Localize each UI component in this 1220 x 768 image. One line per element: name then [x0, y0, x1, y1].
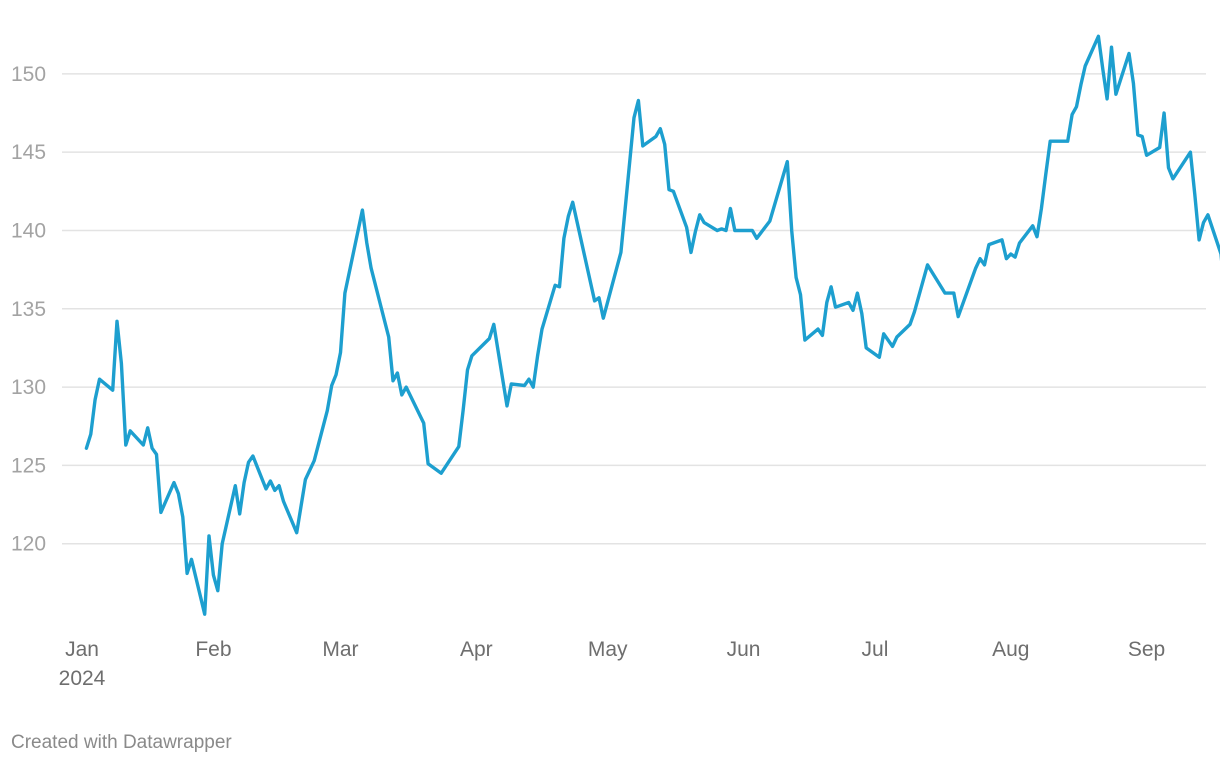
x-tick-label-jun: Jun [727, 638, 761, 661]
x-tick-label-jul: Jul [862, 638, 889, 661]
x-tick-label-aug: Aug [992, 638, 1029, 661]
series-layer [84, 34, 1220, 616]
y-tick-label-135: 135 [11, 298, 46, 321]
series-line-0 [84, 34, 1220, 616]
footer-credit: Created with Datawrapper [11, 732, 232, 753]
x-tick-label-sep: Sep [1128, 638, 1165, 661]
y-tick-label-130: 130 [11, 376, 46, 399]
y-axis-tick-labels: 120 125 130 135 140 145 150 [11, 63, 46, 556]
x-tick-label-mar: Mar [322, 638, 358, 661]
y-tick-label-125: 125 [11, 454, 46, 477]
x-tick-sublabel-year: 2024 [59, 667, 106, 690]
y-tick-label-120: 120 [11, 533, 46, 556]
gridlines [62, 73, 1206, 545]
line-chart: 120 125 130 135 140 145 150 Jan 2024 Feb Mar Apr Ma… [11, 34, 1220, 690]
y-tick-label-150: 150 [11, 63, 46, 86]
x-tick-label-may: May [588, 638, 628, 661]
x-tick-label-apr: Apr [460, 638, 493, 661]
x-tick-label-feb: Feb [195, 638, 231, 661]
x-axis-tick-labels: Jan 2024 Feb Mar Apr May Jun Jul Aug Sep [59, 638, 1166, 690]
y-tick-label-145: 145 [11, 141, 46, 164]
y-tick-label-140: 140 [11, 219, 46, 242]
x-tick-label-jan: Jan [65, 638, 99, 661]
